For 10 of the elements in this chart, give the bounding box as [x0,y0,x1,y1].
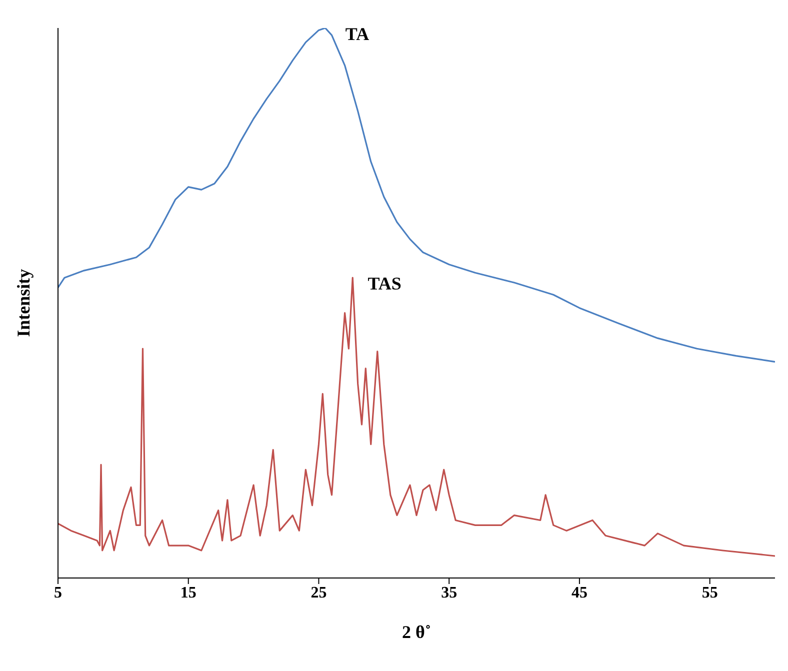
x-axis-title: 2 θ˚ [402,622,431,642]
x-tick-label: 25 [310,584,327,602]
series-label: TA [345,24,370,44]
x-tick-label: 55 [702,584,718,602]
x-tick-label: 5 [54,584,62,602]
series-label: TAS [368,274,402,294]
x-tick-label: 45 [571,584,588,602]
x-tick-label: 35 [441,584,458,602]
y-axis-title: Intensity [13,268,34,338]
x-tick-label: 15 [180,584,196,602]
